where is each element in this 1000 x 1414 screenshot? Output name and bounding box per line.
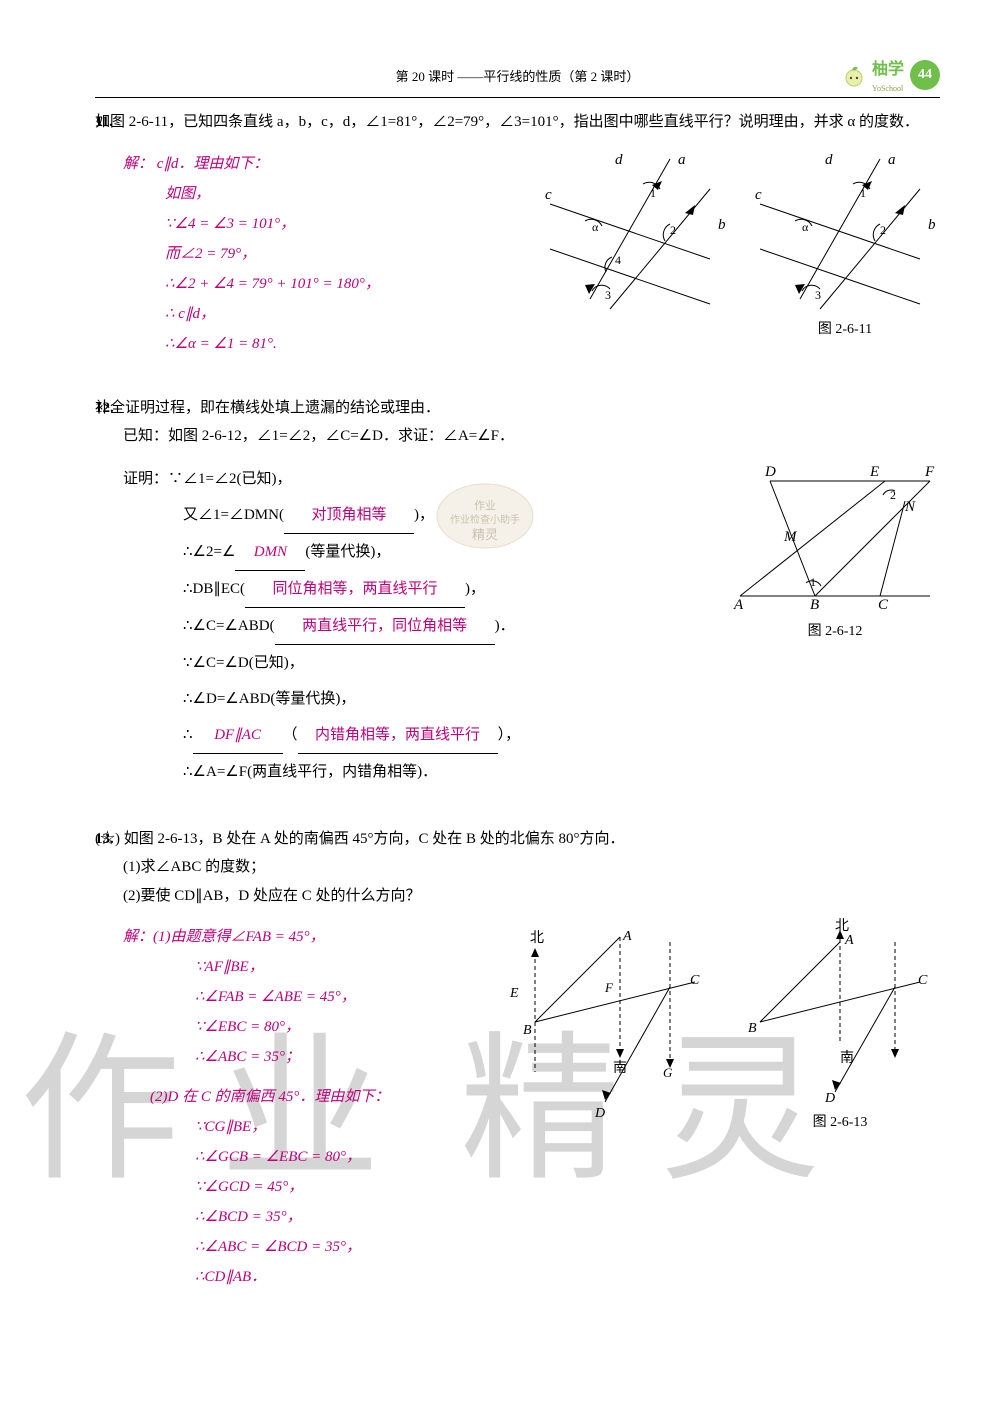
q13-fig-label: 图 2-6-13 xyxy=(740,1111,940,1131)
svg-text:1: 1 xyxy=(860,186,866,200)
svg-text:北: 北 xyxy=(530,930,544,946)
svg-text:B: B xyxy=(523,1023,532,1038)
q12-proof-head: 证明：∵∠1=∠2(已知)， xyxy=(123,461,710,497)
svg-text:F: F xyxy=(924,464,935,480)
q13-diagram-a: 北 南 E A B C D F G xyxy=(505,922,725,1127)
svg-text:D: D xyxy=(824,1091,835,1106)
header-title: 第 20 课时 ——平行线的性质（第 2 课时） xyxy=(396,66,640,85)
q13-a2-1: ∴∠GCB = ∠EBC = 80°， xyxy=(95,1142,490,1172)
svg-text:D: D xyxy=(594,1106,605,1121)
svg-text:C: C xyxy=(878,597,889,613)
q12-line-2: ∴DB∥EC(同位角相等，两直线平行)， xyxy=(123,571,710,608)
q13-star: (☆) xyxy=(95,831,120,847)
q13-a1-head: 解：(1)由题意得∠FAB = 45°， xyxy=(95,922,490,952)
q11-diagram-a: d a c b 1 2 α 4 3 xyxy=(540,149,730,314)
svg-text:M: M xyxy=(783,529,798,545)
q12-line-1: ∴∠2=∠DMN(等量代换)， xyxy=(123,534,710,571)
q13-a2-5: ∴CD∥AB． xyxy=(95,1262,490,1292)
q12-line-7: ∴∠A=∠F(两直线平行，内错角相等)． xyxy=(123,754,710,790)
q11-l3: ∴∠2 + ∠4 = 79° + 101° = 180°， xyxy=(95,269,520,299)
svg-text:d: d xyxy=(825,152,833,168)
brand-sub: YoSchool xyxy=(872,84,903,93)
q13-a2-0: ∵CG∥BE， xyxy=(95,1112,490,1142)
logo-block: 柚学 YoSchool 44 xyxy=(842,55,940,95)
q11-ans-label: 解： xyxy=(123,156,153,172)
svg-text:C: C xyxy=(918,973,928,988)
svg-text:F: F xyxy=(604,980,614,995)
q11-text: 如图 2-6-11，已知四条直线 a，b，c，d，∠1=81°，∠2=79°，∠… xyxy=(95,114,919,130)
svg-text:1: 1 xyxy=(650,186,656,200)
q13-a1-2: ∵∠EBC = 80°， xyxy=(95,1012,490,1042)
q13-a2-head: (2)D 在 C 的南偏西 45°．理由如下： xyxy=(95,1082,490,1112)
svg-text:E: E xyxy=(509,986,519,1001)
q11-l1: ∵∠4 = ∠3 = 101°， xyxy=(95,209,520,239)
svg-text:南: 南 xyxy=(840,1050,854,1066)
q13-a1-0: ∵AF∥BE， xyxy=(95,952,490,982)
svg-text:b: b xyxy=(718,217,726,233)
svg-text:D: D xyxy=(764,464,776,480)
svg-text:C: C xyxy=(690,973,700,988)
q13-a1-1: ∴∠FAB = ∠ABE = 45°， xyxy=(95,982,490,1012)
q11-diagram-b: d a c b 1 2 α 3 图 2-6-11 xyxy=(750,149,940,338)
brand-name: 柚学 xyxy=(872,61,904,78)
page-number-badge: 44 xyxy=(910,60,940,90)
page-header: 第 20 课时 ——平行线的性质（第 2 课时） 柚学 YoSchool 44 xyxy=(95,55,940,98)
svg-text:作业: 作业 xyxy=(474,499,496,512)
problem-13: 13. (☆) 如图 2-6-13，B 处在 A 处的南偏西 45°方向，C 处… xyxy=(95,825,940,1293)
svg-text:2: 2 xyxy=(670,223,676,237)
q13-a1-3: ∴∠ABC = 35°； xyxy=(95,1042,490,1072)
q11-l2: 而∠2 = 79°， xyxy=(95,239,520,269)
q13-diagram-b: 北 南 A B C D 图 2-6-13 xyxy=(740,922,940,1131)
q12-line-3: ∴∠C=∠ABD(两直线平行，同位角相等)． xyxy=(123,608,710,645)
svg-text:d: d xyxy=(615,152,623,168)
svg-text:G: G xyxy=(663,1065,673,1080)
q13-a2-2: ∵∠GCD = 45°， xyxy=(95,1172,490,1202)
svg-text:3: 3 xyxy=(605,288,611,302)
q12-line-0: 又∠1=∠DMN(对顶角相等)， xyxy=(123,497,710,534)
svg-text:北: 北 xyxy=(835,918,849,934)
q13-sub1: (1)求∠ABC 的度数； xyxy=(123,853,265,882)
svg-text:α: α xyxy=(802,220,809,234)
svg-text:a: a xyxy=(678,152,686,168)
q13-a2-4: ∴∠ABC = ∠BCD = 35°， xyxy=(95,1232,490,1262)
q12-fig-label: 图 2-6-12 xyxy=(730,620,940,640)
q11-l4: ∴ c∥d， xyxy=(95,299,520,329)
svg-text:c: c xyxy=(755,187,762,203)
q12-diagram: A B C D E F M N 1 2 图 2-6-12 xyxy=(730,461,940,640)
svg-text:3: 3 xyxy=(815,288,821,302)
q13-text: 如图 2-6-13，B 处在 A 处的南偏西 45°方向，C 处在 B 处的北偏… xyxy=(124,831,625,847)
q11-fig-label: 图 2-6-11 xyxy=(750,318,940,338)
svg-text:南: 南 xyxy=(613,1060,627,1076)
q12-line-4: ∵∠C=∠D(已知)， xyxy=(123,645,710,681)
q11-ans-head: c∥d．理由如下： xyxy=(157,156,269,172)
q12-given: 已知：如图 2-6-12，∠1=∠2，∠C=∠D．求证：∠A=∠F． xyxy=(123,422,514,451)
svg-text:α: α xyxy=(592,220,599,234)
svg-text:B: B xyxy=(810,597,819,613)
q11-l5: ∴∠α = ∠1 = 81°. xyxy=(95,329,520,359)
svg-text:A: A xyxy=(733,597,744,613)
svg-text:b: b xyxy=(928,217,936,233)
svg-text:a: a xyxy=(888,152,896,168)
q13-sub2: (2)要使 CD∥AB，D 处应在 C 处的什么方向？ xyxy=(123,882,421,911)
q11-l0: 如图， xyxy=(95,179,520,209)
svg-text:1: 1 xyxy=(810,575,816,589)
q13-a2-3: ∴∠BCD = 35°， xyxy=(95,1202,490,1232)
stamp-icon: 作业 作业检查小助手 精灵 xyxy=(435,481,535,556)
svg-text:N: N xyxy=(904,499,916,515)
problem-12: 12. 补全证明过程，即在横线处填上遗漏的结论或理由． 已知：如图 2-6-12… xyxy=(95,394,940,790)
svg-text:精灵: 精灵 xyxy=(472,527,498,542)
svg-text:作业检查小助手: 作业检查小助手 xyxy=(450,513,520,526)
svg-text:2: 2 xyxy=(880,223,886,237)
q12-line-6: ∴DF∥AC（内错角相等，两直线平行）， xyxy=(123,717,710,754)
problem-11: 11. 如图 2-6-11，已知四条直线 a，b，c，d，∠1=81°，∠2=7… xyxy=(95,108,940,359)
svg-text:A: A xyxy=(622,929,632,944)
q12-line-5: ∴∠D=∠ABD(等量代换)， xyxy=(123,681,710,717)
svg-text:4: 4 xyxy=(615,253,621,267)
svg-text:A: A xyxy=(844,933,854,948)
svg-text:E: E xyxy=(869,464,879,480)
pomelo-icon xyxy=(842,63,866,87)
svg-text:c: c xyxy=(545,187,552,203)
svg-text:B: B xyxy=(748,1021,757,1036)
q12-text: 补全证明过程，即在横线处填上遗漏的结论或理由． xyxy=(95,400,440,416)
